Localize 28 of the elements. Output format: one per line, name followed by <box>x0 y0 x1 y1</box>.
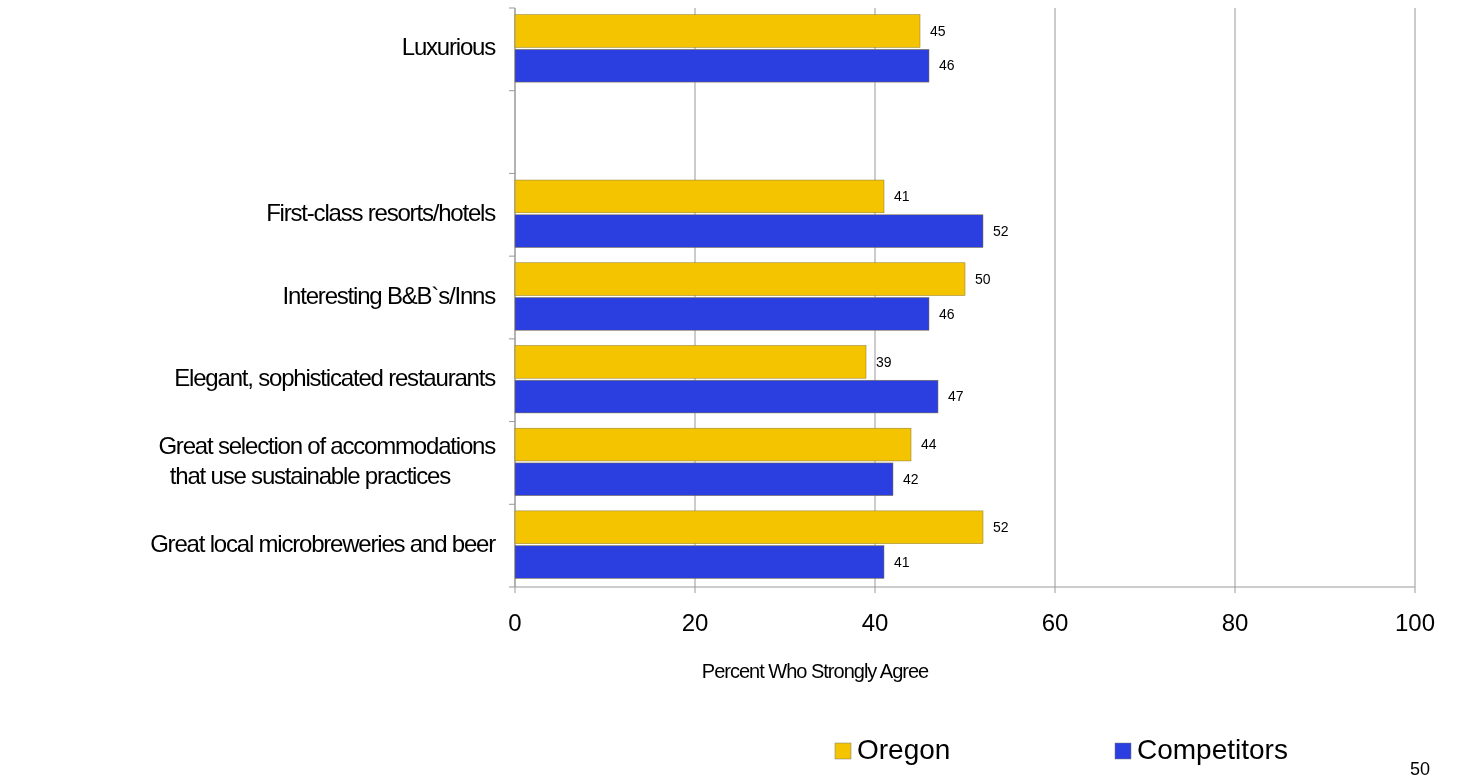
legend-label: Competitors <box>1137 734 1288 766</box>
x-tick-label: 20 <box>681 609 709 636</box>
x-tick-label: 40 <box>861 609 889 636</box>
data-label: 41 <box>894 553 910 570</box>
x-axis-title: Percent Who Strongly Agree <box>701 660 930 682</box>
x-tick-label: 80 <box>1221 609 1249 636</box>
x-tick-label: 100 <box>1394 609 1436 636</box>
data-label: 39 <box>876 353 892 370</box>
data-label: 46 <box>939 305 955 322</box>
data-label: 42 <box>903 471 919 487</box>
data-label: 52 <box>993 222 1009 239</box>
data-label: 46 <box>939 57 955 74</box>
data-label: 50 <box>975 270 991 287</box>
y-tick-label: Great local microbreweries and beer <box>150 529 497 557</box>
y-tick-label: Elegant, sophisticated restaurants <box>174 364 497 392</box>
x-tick-label: 0 <box>508 609 522 636</box>
data-label: 52 <box>993 518 1009 535</box>
y-tick-label: First-class resorts/hotels <box>266 199 497 227</box>
data-label: 45 <box>930 22 946 39</box>
y-tick-label: Luxurious <box>401 33 497 61</box>
data-label: 44 <box>921 436 937 453</box>
data-label: 41 <box>894 188 910 205</box>
text: 50 <box>1409 759 1431 779</box>
data-label: 47 <box>948 388 964 405</box>
y-tick-label: Interesting B&B`s/Inns <box>282 281 497 309</box>
legend-label: Oregon <box>857 734 951 766</box>
x-tick-label: 60 <box>1041 609 1069 636</box>
y-tick-label: Great selection of accommodations that use sustainable practices <box>158 432 497 490</box>
